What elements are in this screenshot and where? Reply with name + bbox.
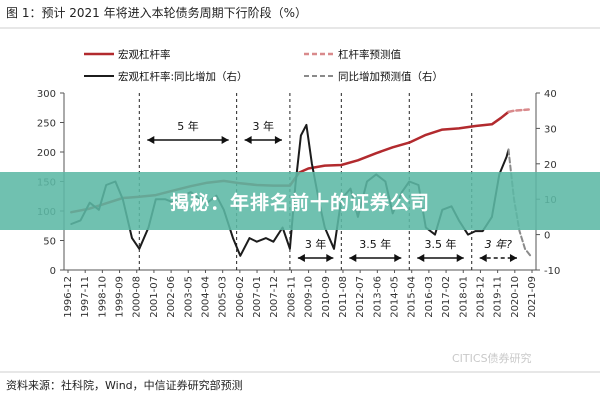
left-tick-label-5: 250	[37, 119, 56, 130]
x-tick-label-12: 2007-12	[269, 276, 280, 318]
x-tick-label-9: 2005-03	[218, 276, 229, 318]
annotation-label-1: 3 年	[253, 119, 275, 133]
right-tick-label-3: 20	[544, 160, 557, 171]
cycle-annotations: 5 年 3 年 3 年 3.5 年 3.5 年 3 年?	[147, 119, 517, 262]
x-tick-label-19: 2014-05	[390, 276, 401, 318]
left-tick-label-6: 300	[37, 89, 56, 100]
annotation-label-5: 3 年?	[485, 238, 512, 251]
annotation-arrowhead-left-4	[417, 254, 425, 262]
x-tick-label-10: 2006-02	[235, 276, 246, 318]
annotation-arrowhead-right-4	[456, 254, 464, 262]
overlay-banner: 揭秘：年排名前十的证券公司	[0, 172, 600, 230]
x-tick-label-13: 2008-11	[286, 276, 297, 318]
left-tick-label-0: 0	[50, 266, 56, 277]
x-tick-label-8: 2004-04	[200, 276, 211, 318]
right-tick-label-4: 30	[544, 124, 557, 135]
legend-label-yoy: 宏观杠杆率:同比增加（右）	[118, 70, 248, 83]
x-tick-label-27: 2021-09	[527, 276, 538, 318]
x-tick-label-23: 2018-01	[458, 276, 469, 318]
left-tick-label-4: 200	[37, 148, 56, 159]
x-tick-label-24: 2018-12	[475, 276, 486, 318]
annotation-arrowhead-right-3	[394, 254, 402, 262]
legend-label-leverage: 宏观杠杆率	[118, 48, 171, 61]
source-note: 资料来源：社科院，Wind，中信证券研究部预测	[6, 378, 243, 392]
x-tick-label-2: 1998-10	[97, 276, 108, 318]
annotation-arrowhead-left-2	[297, 254, 305, 262]
x-tick-label-3: 1999-09	[115, 276, 126, 318]
series-line-leverage_forecast	[507, 108, 530, 114]
x-tick-label-5: 2001-07	[149, 276, 160, 318]
annotation-arrowhead-right-2	[326, 254, 334, 262]
x-tick-label-20: 2015-04	[407, 276, 418, 318]
x-tick-label-14: 2009-10	[304, 276, 315, 318]
annotation-label-4: 3.5 年	[424, 237, 456, 251]
legend-label-yoy_forecast: 同比增加预测值（右）	[338, 70, 443, 83]
legend-label-leverage_forecast: 杠杆率预测值	[338, 48, 401, 61]
x-tick-label-7: 2003-05	[183, 276, 194, 318]
x-tick-label-26: 2020-10	[510, 276, 521, 318]
left-tick-label-1: 50	[43, 237, 56, 248]
annotation-arrowhead-left-1	[244, 136, 252, 144]
x-tick-label-15: 2010-09	[321, 276, 332, 318]
annotation-label-0: 5 年	[177, 119, 199, 133]
annotation-arrowhead-left-5	[479, 254, 487, 262]
annotation-arrowhead-right-0	[221, 136, 229, 144]
right-tick-label-5: 40	[544, 89, 557, 100]
chart-title: 图 1：预计 2021 年将进入本轮债务周期下行阶段（%）	[6, 5, 307, 20]
x-tick-label-21: 2016-03	[424, 276, 435, 318]
annotation-arrowhead-right-5	[509, 254, 517, 262]
watermark: CITICS债券研究	[452, 351, 532, 365]
x-tick-label-18: 2013-06	[372, 276, 383, 318]
overlay-headline: 揭秘：年排名前十的证券公司	[169, 191, 430, 214]
x-tick-label-22: 2017-02	[441, 276, 452, 318]
annotation-arrowhead-right-1	[274, 136, 282, 144]
x-tick-label-16: 2011-08	[338, 276, 349, 318]
x-tick-label-11: 2007-01	[252, 276, 263, 318]
x-tick-label-17: 2012-07	[355, 276, 366, 318]
x-tick-label-0: 1996-12	[63, 276, 74, 318]
x-tick-label-4: 2000-08	[132, 276, 143, 318]
right-tick-label-0: -10	[544, 266, 560, 277]
annotation-arrowhead-left-3	[349, 254, 357, 262]
annotation-label-2: 3 年	[305, 237, 327, 251]
x-tick-label-25: 2019-11	[493, 276, 504, 318]
annotation-arrowhead-left-0	[147, 136, 155, 144]
annotation-label-3: 3.5 年	[359, 237, 391, 251]
right-tick-label-1: 0	[544, 231, 550, 242]
x-tick-label-1: 1997-11	[80, 276, 91, 318]
x-tick-label-6: 2002-06	[166, 276, 177, 318]
